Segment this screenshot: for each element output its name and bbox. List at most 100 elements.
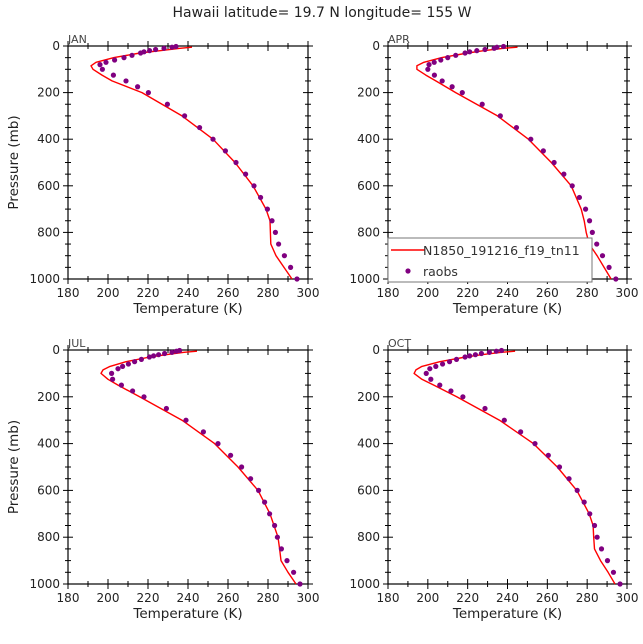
raobs-point (569, 183, 575, 189)
raobs-point (501, 417, 507, 423)
raobs-point (439, 361, 446, 367)
x-tick-label: 240 (496, 591, 519, 605)
raobs-point (120, 363, 126, 369)
y-tick-label: 800 (357, 530, 380, 544)
raobs-point (169, 349, 175, 355)
raobs-point (130, 388, 136, 394)
raobs-point (233, 159, 239, 166)
raobs-point (151, 353, 157, 359)
raobs-point (138, 50, 144, 56)
raobs-point (228, 452, 234, 458)
raobs-point (132, 359, 138, 365)
y-tick-label: 200 (357, 390, 380, 404)
x-tick-label: 260 (217, 286, 240, 300)
raobs-point (123, 78, 129, 84)
raobs-point (156, 352, 162, 358)
x-axis-label: Temperature (K) (132, 301, 242, 317)
raobs-point (169, 44, 175, 50)
raobs-point (103, 59, 109, 65)
legend-raobs-swatch (405, 268, 411, 274)
x-tick-label: 300 (297, 286, 320, 300)
x-tick-label: 300 (616, 591, 639, 605)
raobs-point (97, 62, 103, 68)
y-tick-label: 400 (37, 132, 60, 146)
y-tick-label: 800 (37, 225, 60, 239)
x-tick-label: 220 (456, 591, 479, 605)
raobs-point (556, 464, 563, 470)
raobs-point (460, 394, 466, 400)
raobs-point (125, 361, 131, 367)
x-axis-label: Temperature (K) (452, 606, 562, 622)
y-tick-label: 1000 (29, 577, 60, 591)
raobs-point (574, 487, 580, 493)
x-tick-label: 180 (377, 591, 400, 605)
model-series-line (100, 350, 297, 585)
raobs-point (479, 101, 485, 107)
raobs-point (446, 359, 453, 365)
x-tick-label: 180 (57, 591, 80, 605)
raobs-point (173, 43, 179, 50)
x-tick-label: 240 (177, 591, 200, 605)
x-tick-label: 240 (177, 286, 200, 300)
raobs-point (425, 66, 431, 72)
y-tick-label: 1000 (349, 272, 380, 286)
raobs-point (445, 55, 451, 61)
raobs-point (581, 499, 587, 505)
raobs-point (528, 136, 534, 142)
chart-title: Hawaii latitude= 19.7 N longitude= 155 W (173, 5, 472, 21)
y-tick-label: 600 (37, 483, 60, 497)
y-tick-label: 0 (372, 39, 380, 53)
raobs-point (453, 52, 459, 58)
raobs-point (153, 46, 159, 53)
raobs-point (294, 276, 300, 282)
raobs-point (482, 46, 488, 53)
model-series-line (90, 46, 293, 280)
raobs-point (472, 352, 479, 358)
raobs-point (110, 376, 116, 382)
panel-jan: 180 200 220 240 260 280 300 0 200 400 600 800 1000 Te… (6, 33, 319, 317)
x-tick-label: 300 (297, 591, 320, 605)
plot-frame (387, 349, 628, 585)
y-tick-label: 0 (52, 39, 60, 53)
y-axis-label: Pressure (mb) (6, 420, 22, 514)
raobs-point (267, 511, 273, 517)
raobs-point (162, 350, 168, 357)
raobs-point (197, 124, 203, 131)
y-tick-label: 600 (357, 483, 380, 497)
raobs-point (161, 45, 167, 51)
raobs-point (239, 464, 245, 470)
raobs-point (478, 350, 485, 357)
raobs-point (272, 229, 278, 235)
model-series-line (413, 350, 616, 585)
x-tick-label: 200 (97, 591, 120, 605)
raobs-point (200, 429, 206, 435)
raobs-point (486, 349, 492, 355)
raobs-point (278, 546, 284, 552)
y-tick-label: 200 (357, 86, 380, 100)
raobs-point (147, 48, 153, 54)
raobs-point (617, 581, 623, 587)
raobs-point (281, 253, 287, 259)
raobs-point (272, 522, 278, 529)
raobs-point (491, 45, 497, 51)
panel-apr: 180 200 220 240 260 280 300 0 200 400 600 800 1000 Te… (349, 33, 638, 317)
x-tick-label: 220 (456, 286, 479, 300)
x-tick-label: 280 (257, 591, 280, 605)
y-tick-label: 200 (37, 390, 60, 404)
x-tick-label: 220 (137, 286, 160, 300)
raobs-point (482, 405, 488, 412)
x-tick-label: 280 (576, 286, 599, 300)
raobs-point (173, 348, 179, 354)
x-tick-label: 260 (536, 591, 559, 605)
raobs-point (604, 558, 611, 564)
raobs-point (288, 264, 294, 270)
raobs-point (118, 382, 124, 388)
x-tick-label: 200 (416, 591, 439, 605)
raobs-point (493, 348, 499, 354)
raobs-point (606, 264, 612, 270)
y-tick-label: 1000 (29, 272, 60, 286)
raobs-point (438, 57, 444, 63)
raobs-point (561, 171, 567, 177)
x-tick-label: 280 (257, 286, 280, 300)
